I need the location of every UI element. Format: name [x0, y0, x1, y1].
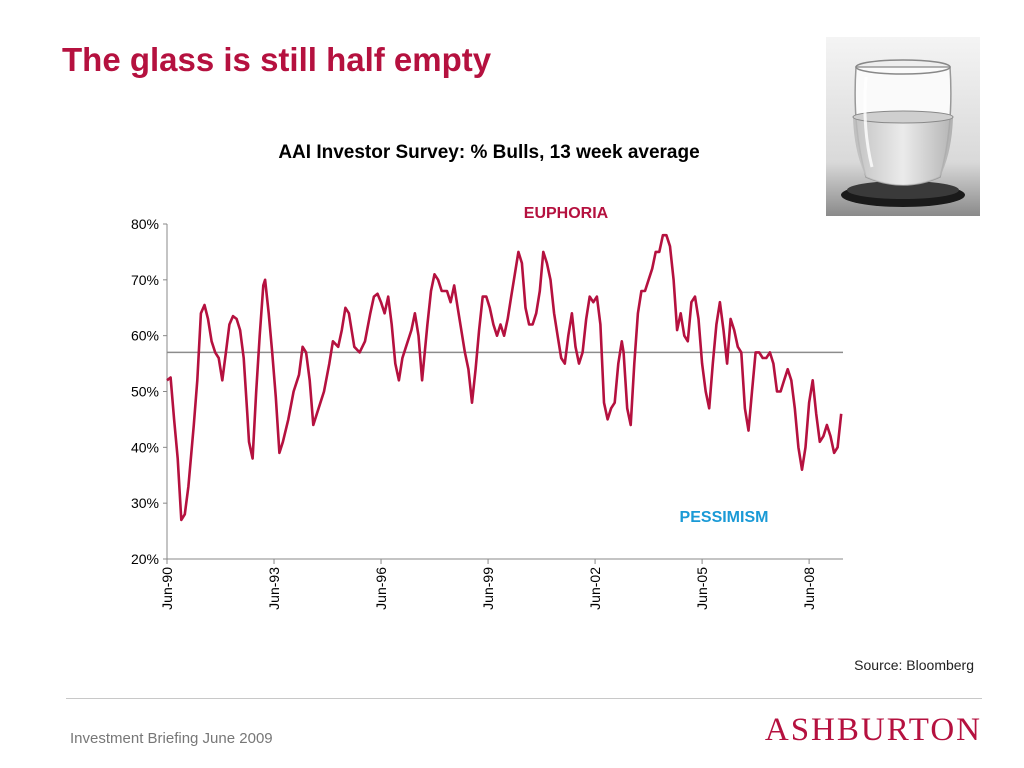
chart-title: AAI Investor Survey: % Bulls, 13 week av… [278, 142, 700, 163]
y-tick-label: 20% [131, 551, 159, 567]
y-tick-label: 70% [131, 272, 159, 288]
x-tick-label: Jun-99 [480, 567, 496, 610]
x-tick-label: Jun-02 [587, 567, 603, 610]
annotation-pessimism: PESSIMISM [680, 509, 769, 526]
footer-text: Investment Briefing June 2009 [70, 730, 273, 747]
page-title: The glass is still half empty [62, 41, 492, 78]
x-tick-label: Jun-90 [159, 567, 175, 610]
y-tick-label: 50% [131, 384, 159, 400]
source-note: Source: Bloomberg [854, 657, 974, 673]
x-tick-label: Jun-08 [801, 567, 817, 610]
annotation-euphoria: EUPHORIA [524, 205, 609, 222]
series-line-bulls [166, 233, 843, 522]
footer-divider [66, 698, 982, 699]
y-axis: 20% 30% 40% 50% 60% 70% 80% [131, 216, 168, 567]
x-tick-label: Jun-93 [266, 567, 282, 610]
y-tick-label: 80% [131, 216, 159, 232]
glass-of-water-photo [826, 37, 980, 216]
series-group [166, 233, 843, 522]
x-tick-label: Jun-05 [694, 567, 710, 610]
x-tick-label: Jun-96 [373, 567, 389, 610]
y-tick-label: 30% [131, 495, 159, 511]
annotations: EUPHORIA PESSIMISM [524, 205, 769, 526]
x-axis: Jun-90 Jun-93 Jun-96 Jun-99 Jun-02 Jun-05 Jun-… [159, 558, 843, 610]
ashburton-logo: ASHBURTON [764, 712, 982, 748]
y-tick-label: 40% [131, 439, 159, 455]
y-tick-label: 60% [131, 328, 159, 344]
